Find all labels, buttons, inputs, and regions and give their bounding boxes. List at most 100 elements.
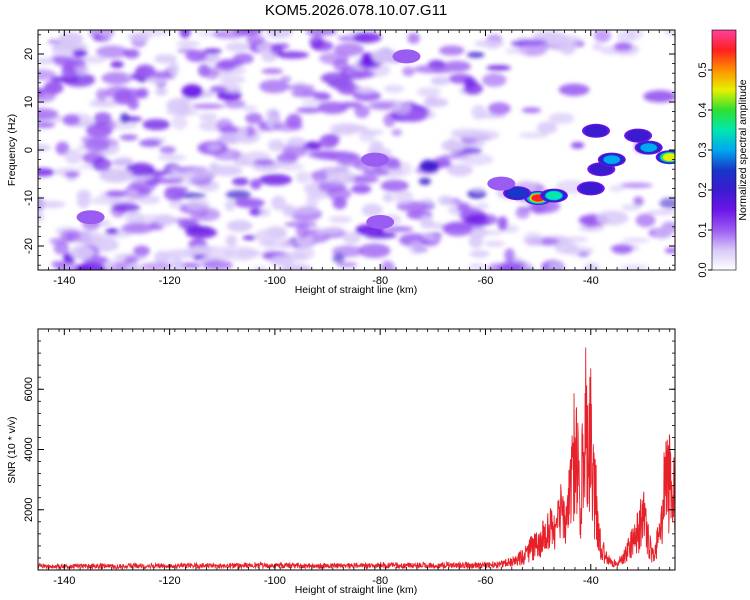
heatmap-noise-cell — [38, 122, 56, 128]
heatmap-noise-cell — [259, 79, 290, 94]
heatmap-noise-cell — [228, 88, 242, 94]
heatmap-noise-cell — [62, 114, 81, 126]
heatmap-noise-cell — [318, 181, 347, 193]
heatmap-noise-cell — [172, 258, 184, 270]
heatmap-noise-cell — [476, 202, 490, 210]
heatmap-noise-cell — [402, 66, 415, 77]
heatmap-noise-cell — [558, 83, 590, 97]
heatmap-noise-cell — [265, 226, 288, 238]
heatmap-noise-cell — [593, 30, 612, 43]
heatmap-feature-contour — [81, 212, 100, 222]
heatmap-noise-cell — [548, 112, 575, 124]
heatmap-noise-cell — [121, 222, 155, 234]
heatmap-noise-cell — [328, 215, 352, 224]
heatmap-noise-cell — [105, 228, 119, 235]
heatmap-noise-cell — [269, 254, 294, 267]
heatmap-noise-cell — [126, 263, 142, 270]
heatmap-noise-cell — [218, 132, 244, 145]
heatmap-y-tick-label: 20 — [23, 48, 35, 60]
heatmap-noise-cell — [177, 220, 200, 229]
heatmap-noise-cell — [391, 129, 403, 136]
snr-x-tick-label: -40 — [583, 575, 599, 587]
heatmap-feature-contour — [643, 144, 655, 151]
heatmap-feature-contour — [664, 154, 675, 161]
heatmap-noise-cell — [183, 168, 214, 180]
heatmap-y-tick-label: 10 — [23, 96, 35, 108]
heatmap-noise-cell — [330, 76, 355, 91]
colorbar-tick-label: 0.0 — [697, 262, 709, 277]
heatmap-noise-cell — [191, 103, 225, 110]
heatmap-noise-cell — [38, 87, 45, 96]
heatmap-noise-cell — [241, 105, 257, 112]
heatmap-noise-cell — [460, 153, 494, 166]
heatmap-noise-cell — [72, 49, 88, 58]
heatmap-noise-cell — [424, 96, 440, 108]
heatmap-noise-cell — [93, 119, 117, 131]
heatmap-feature-contour — [399, 52, 414, 61]
heatmap-noise-cell — [253, 265, 268, 270]
heatmap-noise-cell — [133, 245, 151, 257]
heatmap-noise-cell — [140, 30, 170, 37]
heatmap-noise-cell — [487, 102, 511, 115]
heatmap-feature-contour — [548, 192, 560, 199]
heatmap-noise-cell — [53, 242, 70, 255]
colorbar-tick-label: 0.2 — [697, 182, 709, 197]
heatmap-noise-cell — [89, 99, 120, 108]
heatmap-noise-cell — [469, 250, 490, 258]
heatmap-noise-cell — [175, 102, 191, 116]
heatmap-feature-contour — [606, 156, 618, 163]
heatmap-noise-cell — [383, 113, 396, 127]
heatmap-noise-cell — [225, 42, 250, 52]
colorbar-ticks: 0.0 0.1 0.2 0.3 0.4 0.5 — [697, 62, 712, 278]
heatmap-feature-contour — [589, 127, 603, 135]
heatmap-noise-cell — [164, 186, 185, 201]
heatmap-noise-cell — [577, 251, 590, 257]
colorbar-label: Normalized spectral amplitude — [737, 79, 749, 220]
heatmap-noise-cell — [104, 259, 116, 270]
heatmap-noise-cell — [261, 68, 284, 75]
heatmap-noise-cell — [319, 52, 350, 65]
heatmap-x-axis-label: Height of straight line (km) — [295, 284, 418, 296]
heatmap-noise-cell — [245, 112, 263, 124]
heatmap-noise-cell — [124, 256, 139, 264]
heatmap-noise-cell — [253, 159, 275, 166]
heatmap-noise-cell — [61, 65, 77, 79]
heatmap-noise-cell — [277, 162, 304, 171]
heatmap-noise-cell — [570, 142, 585, 149]
heatmap-noise-cell — [408, 241, 424, 255]
heatmap-noise-cell — [258, 239, 276, 247]
heatmap-noise-cell — [119, 113, 130, 124]
heatmap-noise-cell — [457, 202, 470, 213]
heatmap-noise-cell — [64, 149, 83, 164]
heatmap-noise-cell — [115, 156, 134, 165]
heatmap-noise-cell — [619, 264, 649, 270]
heatmap-noise-cell — [616, 30, 636, 43]
snr-y-tick-label: 2000 — [23, 498, 35, 522]
heatmap-feature — [655, 150, 675, 165]
heatmap-noise-cell — [353, 90, 381, 102]
heatmap-noise-cell — [282, 143, 308, 158]
heatmap-noise-cell — [75, 263, 91, 270]
heatmap-noise-cell — [155, 214, 176, 226]
heatmap-noise-cell — [139, 139, 162, 148]
heatmap-noise-cell — [105, 190, 128, 197]
heatmap-noise-cell — [250, 178, 262, 190]
heatmap-noise-cell — [95, 88, 108, 101]
heatmap-noise-cell — [38, 144, 52, 152]
heatmap-noise-cell — [296, 107, 322, 114]
heatmap-feature-contour — [371, 217, 390, 227]
heatmap-noise-cell — [84, 138, 111, 152]
heatmap-noise-cell — [523, 232, 543, 247]
heatmap-noise-cell — [70, 245, 94, 261]
heatmap-noise-cell — [119, 134, 138, 141]
heatmap-noise-cell — [265, 108, 280, 120]
heatmap-feature — [582, 123, 610, 138]
colorbar: 0.0 0.1 0.2 0.3 0.4 0.5 Normalized spectral a… — [697, 29, 749, 278]
snr-y-tick-label: 6000 — [23, 377, 35, 401]
heatmap-noise-cell — [38, 210, 44, 223]
heatmap-feature-contour — [584, 184, 598, 192]
heatmap-noise-cell — [225, 234, 238, 247]
heatmap-noise-cell — [271, 195, 287, 211]
heatmap-noise-cell — [76, 194, 91, 209]
